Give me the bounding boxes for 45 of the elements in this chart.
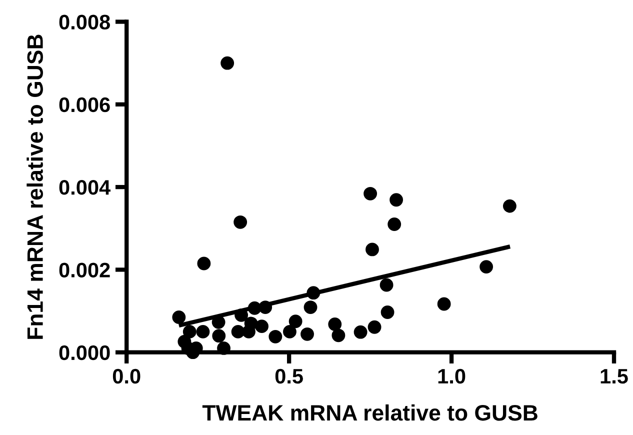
point	[328, 318, 342, 331]
point	[354, 325, 368, 339]
point	[380, 306, 394, 319]
x-tick-label: 1.5	[600, 369, 628, 384]
y-tick-label: 0.002	[59, 262, 110, 278]
x-tick-label: 0.0	[112, 368, 140, 384]
point	[197, 256, 211, 270]
point	[258, 300, 272, 314]
y-tick-label: 0.008	[59, 14, 110, 30]
point	[502, 199, 516, 213]
point	[306, 286, 320, 300]
point	[390, 193, 404, 207]
x-axis-title: TWEAK mRNA relative to GUSB	[202, 404, 538, 421]
point	[268, 330, 282, 344]
point	[231, 324, 245, 338]
point	[364, 186, 378, 200]
point	[212, 315, 226, 329]
point	[288, 314, 302, 328]
y-axis-title: Fn14 mRNA relative to GUSB	[26, 34, 43, 339]
y-tick-label: 0.000	[59, 345, 110, 360]
point	[248, 301, 262, 315]
point	[196, 324, 210, 338]
point	[368, 320, 382, 334]
point	[388, 218, 402, 231]
point	[437, 297, 451, 311]
y-tick-label: 0.004	[59, 180, 111, 195]
point	[217, 342, 230, 355]
point	[480, 260, 494, 274]
point	[234, 308, 248, 322]
point	[300, 327, 314, 341]
point	[234, 215, 248, 229]
point	[244, 316, 258, 330]
point	[366, 242, 379, 256]
point	[255, 320, 268, 334]
point	[220, 56, 234, 70]
point	[212, 329, 226, 343]
point	[182, 324, 196, 338]
point	[380, 278, 394, 292]
point	[304, 300, 318, 314]
point	[172, 310, 186, 324]
x-tick-label: 0.5	[275, 368, 303, 384]
y-tick-label: 0.006	[59, 97, 110, 112]
point	[332, 328, 346, 342]
point	[283, 324, 296, 338]
x-tick-label: 1.0	[438, 368, 466, 384]
